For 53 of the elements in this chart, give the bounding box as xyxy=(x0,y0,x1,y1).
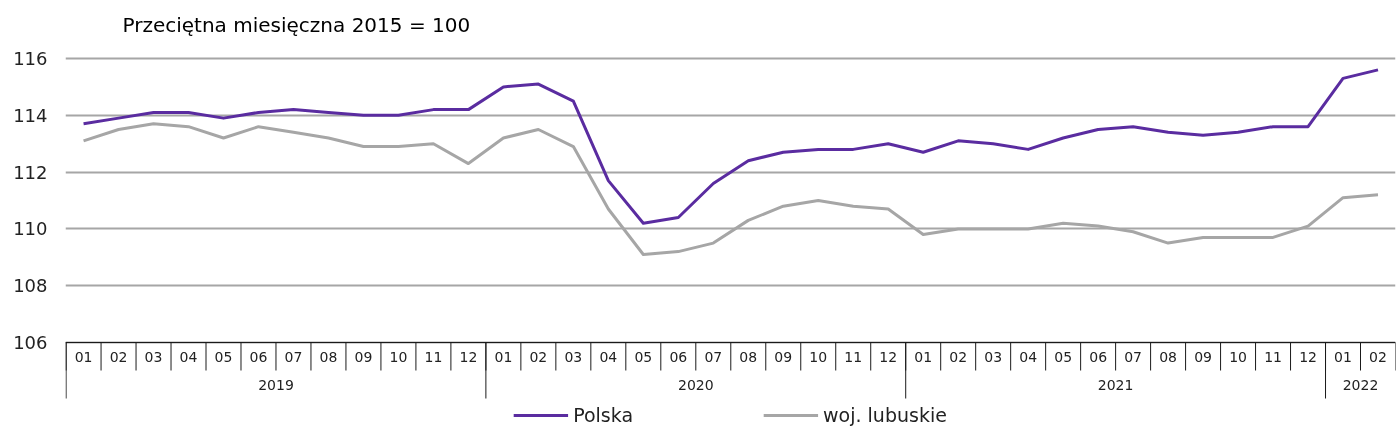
x-tick-label: 12 xyxy=(879,348,898,365)
text: 2019 xyxy=(258,376,294,393)
y-tick-label: 114 xyxy=(13,104,48,126)
x-tick-label: 08 xyxy=(1159,348,1178,365)
x-tick-label: 05 xyxy=(214,348,233,365)
line-series xyxy=(82,68,1380,225)
y-tick-label: 106 xyxy=(13,332,48,353)
x-tick-label: 09 xyxy=(354,348,373,365)
x-tick-label: 05 xyxy=(1054,348,1073,365)
x-tick-label: 01 xyxy=(914,348,933,365)
x-tick-label: 07 xyxy=(1124,348,1143,365)
x-tick-label: 02 xyxy=(109,348,128,365)
x-tick-label: 06 xyxy=(249,348,268,365)
x-tick-label: 02 xyxy=(1369,348,1387,365)
x-tick-label: 07 xyxy=(704,348,723,365)
x-tick-label: 03 xyxy=(984,348,1003,365)
x-tick-label: 11 xyxy=(424,348,443,365)
x-tick-label: 09 xyxy=(774,348,793,365)
y-tick-label: 116 xyxy=(13,48,48,69)
legend-label: woj. lubuskie xyxy=(823,404,947,426)
x-tick-label: 12 xyxy=(459,348,478,365)
x-tick-label: 01 xyxy=(494,348,513,365)
x-tick-label: 10 xyxy=(1229,348,1247,365)
x-tick-label: 04 xyxy=(1019,348,1038,365)
x-tick-label: 08 xyxy=(739,348,758,365)
y-tick-label: 110 xyxy=(13,218,48,240)
x-tick-label: 10 xyxy=(809,348,828,365)
x-tick-label: 04 xyxy=(599,348,618,365)
text: 2021 xyxy=(1097,376,1134,393)
y-tick-label: 112 xyxy=(13,161,48,183)
x-tick-label: 11 xyxy=(844,348,863,365)
x-tick-label: 01 xyxy=(1334,348,1352,365)
x-tick-label: 02 xyxy=(949,348,968,365)
x-tick-label: 02 xyxy=(529,348,548,365)
y-tick-label: 108 xyxy=(13,275,48,297)
x-tick-label: 06 xyxy=(1089,348,1108,365)
x-tick-label: 07 xyxy=(284,348,303,365)
x-tick-label: 03 xyxy=(144,348,163,365)
x-tick-label: 08 xyxy=(319,348,338,365)
x-tick-label: 10 xyxy=(389,348,408,365)
x-tick-label: 11 xyxy=(1264,348,1282,365)
x-tick-label: 01 xyxy=(74,348,93,365)
text: 2020 xyxy=(677,376,714,393)
line-series xyxy=(82,122,1380,256)
text: 2022 xyxy=(1342,376,1379,393)
x-tick-label: 03 xyxy=(564,348,583,365)
x-tick-label: 06 xyxy=(669,348,688,365)
x-tick-label: 04 xyxy=(179,348,198,365)
x-tick-label: 12 xyxy=(1299,348,1317,365)
x-tick-label: 09 xyxy=(1194,348,1212,365)
x-tick-label: 05 xyxy=(634,348,653,365)
chart-title: Przeciętna miesięczna 2015 = 100 xyxy=(122,12,471,37)
legend-label: Polska xyxy=(573,404,634,426)
